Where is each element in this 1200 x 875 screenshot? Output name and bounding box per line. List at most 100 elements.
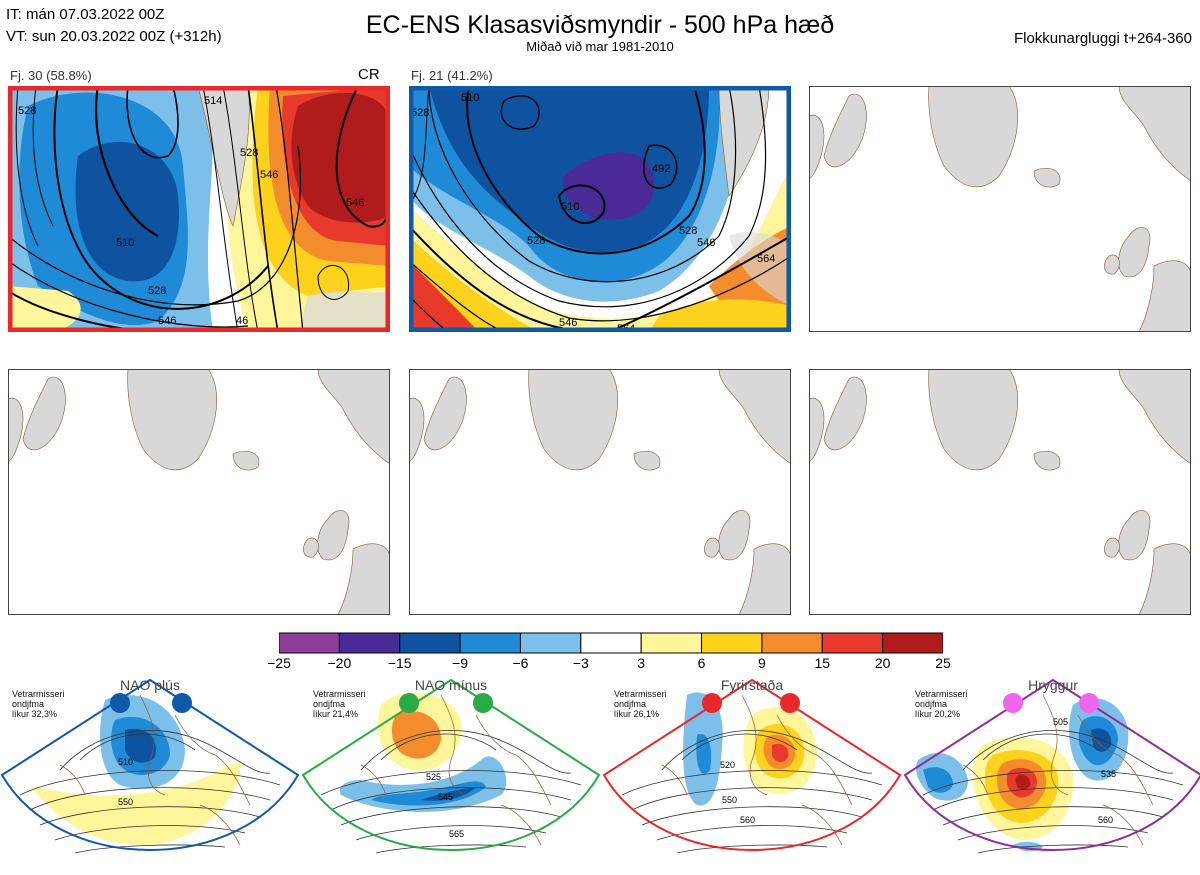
regime-marker-dot	[172, 693, 192, 713]
cluster-1-map[interactable]: 528 510 528 546 46 514 528 546 546	[8, 86, 390, 332]
regime-months: ondjfma	[12, 699, 45, 709]
colorbar-tick-label: 15	[814, 655, 831, 671]
regime-season: Vetrarmisseri	[313, 689, 366, 699]
cluster-5-map-empty	[409, 369, 791, 615]
cluster-1-contour-label: 510	[116, 237, 134, 249]
regime-map-1[interactable]: 510 550 NAO plús Vetrarmisseri ondjfma lí…	[0, 675, 300, 875]
regime-map-border	[301, 678, 601, 851]
colorbar-tick-label: 6	[697, 655, 706, 671]
colorbar-tick-label: 25	[935, 655, 951, 671]
regime-marker-dot	[473, 693, 493, 713]
regime-contour-label: 525	[426, 772, 441, 782]
cluster-2-label: Fj. 21 (41.2%)	[411, 68, 493, 83]
regime-contour-label: 545	[438, 792, 453, 802]
colorbar-tick-label: −3	[572, 655, 589, 671]
colorbar-swatch	[640, 632, 703, 654]
cluster-2-contour-label: 528	[679, 225, 697, 237]
anomaly-colorbar: −25 −20 −15 −9 −6 −3 3 6 9 15 20 25	[267, 632, 951, 672]
colorbar-swatch	[761, 632, 823, 654]
regime-marker-dot	[399, 693, 419, 713]
colorbar-tick-label: −9	[452, 655, 469, 671]
cluster-2-contour-label: 546	[697, 237, 715, 249]
regime-months: ondjfma	[915, 699, 948, 709]
regime-marker-dot	[1079, 693, 1099, 713]
valid-time: VT: sun 20.03.2022 00Z (+312h)	[6, 28, 222, 45]
colorbar-swatch	[519, 632, 582, 654]
colorbar-swatch	[338, 632, 401, 654]
cluster-2-contour-label: 564	[757, 253, 775, 265]
regime-contour-label: 505	[1053, 717, 1068, 727]
regime-likelihood: líkur 20,2%	[915, 709, 961, 719]
regime-map-border	[0, 678, 300, 851]
regime-season: Vetrarmisseri	[12, 689, 65, 699]
regime-title: NAO mínus	[414, 677, 488, 693]
cluster-2-map[interactable]: 528 510 492 510 528 546 564 546 528 564	[409, 86, 791, 332]
cluster-2-border	[409, 86, 791, 332]
colorbar-swatch	[882, 632, 943, 654]
regime-probability: Vetrarmisseri ondjfma líkur 20,2%	[915, 689, 968, 719]
cluster-1-contour-label: 528	[18, 105, 36, 117]
regime-marker-dot	[110, 693, 130, 713]
cluster-3-map-empty	[809, 86, 1191, 332]
regime-contour-label: 560	[740, 815, 755, 825]
regime-marker-dot	[780, 693, 800, 713]
time-info: IT: mán 07.03.2022 00Z VT: sun 20.03.202…	[6, 4, 222, 48]
colorbar-tick-label: 20	[874, 655, 891, 671]
issue-time: IT: mán 07.03.2022 00Z	[6, 6, 165, 23]
page-title: EC-ENS Klasasviðsmyndir - 500 hPa hæð	[365, 11, 835, 39]
cluster-1-contour-label: 546	[158, 315, 176, 327]
regime-map-border	[903, 678, 1200, 851]
regime-season: Vetrarmisseri	[614, 689, 667, 699]
colorbar-tick-label: −15	[387, 655, 412, 671]
cluster-2-contour-label: 510	[561, 201, 579, 213]
colorbar-tick-label: −20	[327, 655, 352, 671]
cluster-2-contour-label: 528	[527, 235, 545, 247]
regime-title: NAO plús	[120, 677, 180, 693]
regime-likelihood: líkur 21,4%	[313, 709, 359, 719]
regime-likelihood: líkur 32,3%	[12, 709, 58, 719]
regime-contour-label: 510	[118, 757, 133, 767]
cluster-window: Flokkunargluggi t+264-360	[1013, 30, 1192, 47]
regime-title: Fyrirstaða	[720, 677, 784, 693]
cluster-2-contour-label: 492	[652, 163, 670, 175]
cluster-6-map-empty	[809, 369, 1191, 615]
regime-title: Hryggur	[1028, 677, 1078, 693]
colorbar-tick-label: 9	[758, 655, 766, 671]
regime-probability: Vetrarmisseri ondjfma líkur 26,1%	[614, 689, 667, 719]
colorbar-swatch	[399, 632, 461, 654]
cluster-2-contour-label: 510	[461, 92, 479, 104]
cluster-1-contour-label: 46	[236, 315, 248, 327]
regime-map-2[interactable]: 525 545 565 NAO mínus Vetrarmisseri ondjfm…	[301, 675, 601, 875]
regime-marker-dot	[1003, 693, 1023, 713]
colorbar-swatch	[701, 632, 763, 654]
cluster-2-contour-label: 528	[411, 107, 429, 119]
regime-probability: Vetrarmisseri ondjfma líkur 21,4%	[313, 689, 366, 719]
regime-marker-dot	[702, 693, 722, 713]
colorbar-tick-label: −6	[512, 655, 529, 671]
cluster-1-label: Fj. 30 (58.8%)	[10, 68, 92, 83]
cluster-1-contour-label: 528	[148, 285, 166, 297]
regime-season: Vetrarmisseri	[915, 689, 968, 699]
regime-map-4[interactable]: 505 535 560 Hryggur Vetrarmisseri ondjfma …	[903, 675, 1200, 875]
regime-contour-label: 535	[1101, 769, 1116, 779]
regime-months: ondjfma	[614, 699, 647, 709]
colorbar-swatch	[821, 632, 884, 654]
colorbar-swatch	[459, 632, 521, 654]
regime-months: ondjfma	[313, 699, 346, 709]
regime-contour-label: 560	[1098, 815, 1113, 825]
regime-map-border	[602, 678, 902, 851]
regime-contour-label: 520	[720, 760, 735, 770]
cluster-1-regime-tag: CR	[358, 66, 380, 83]
cluster-1-contour-label: 546	[346, 197, 364, 209]
cluster-1-border	[8, 86, 390, 332]
colorbar-swatch	[580, 632, 642, 654]
regime-probability: Vetrarmisseri ondjfma líkur 32,3%	[12, 689, 65, 719]
cluster-4-map-empty	[8, 369, 390, 615]
cluster-1-contour-label: 528	[240, 147, 258, 159]
regime-contour-label: 565	[449, 829, 464, 839]
page-subtitle: Miðað við mar 1981-2010	[526, 39, 674, 54]
regime-map-3[interactable]: 520 550 560 Fyrirstaða Vetrarmisseri ondjf…	[602, 675, 902, 875]
regime-contour-label: 550	[722, 795, 737, 805]
cluster-2-contour-label: 546	[559, 317, 577, 329]
cluster-1-contour-label: 546	[260, 169, 278, 181]
